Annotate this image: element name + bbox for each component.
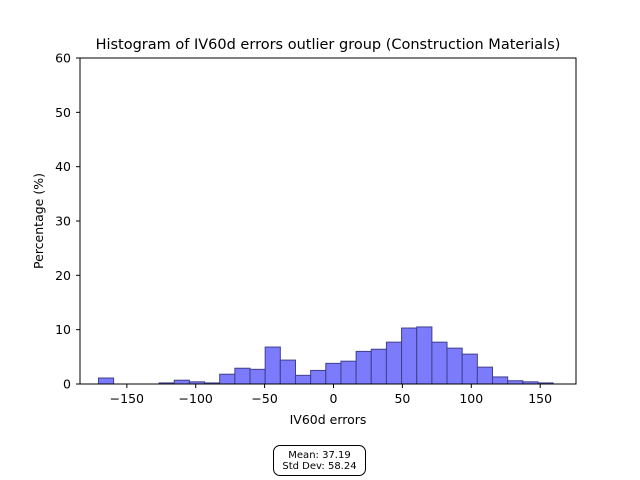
histogram-bar xyxy=(492,376,509,385)
histogram-bar xyxy=(431,341,448,385)
plot-area-frame xyxy=(79,57,577,385)
y-axis-label: Percentage (%) xyxy=(31,173,46,269)
mean-stat: Mean: 37.19 xyxy=(288,449,351,461)
histogram-bar xyxy=(310,369,327,385)
y-tick-label: 30 xyxy=(55,214,71,229)
histogram-bar xyxy=(325,362,342,385)
stats-box: Mean: 37.19 Std Dev: 58.24 xyxy=(273,445,366,476)
y-tick-label: 40 xyxy=(55,159,71,174)
histogram-bar xyxy=(249,368,266,385)
chart-title: Histogram of IV60d errors outlier group … xyxy=(96,37,561,53)
x-tick-label: −50 xyxy=(251,391,277,406)
histogram-bar xyxy=(219,373,236,385)
histogram-bar xyxy=(476,366,494,385)
y-tick-label: 0 xyxy=(63,377,71,392)
x-axis-ticks: −150 −100 −50 0 50 100 150 xyxy=(110,384,552,406)
histogram-bar xyxy=(416,326,433,385)
histogram-bars xyxy=(97,326,554,385)
histogram-bar xyxy=(446,347,463,385)
y-axis-ticks: 0 10 20 30 40 50 60 xyxy=(55,51,80,392)
histogram-bar xyxy=(234,367,251,385)
histogram-bar xyxy=(401,327,418,385)
x-tick-label: 50 xyxy=(394,391,410,406)
x-tick-label: 100 xyxy=(459,391,483,406)
histogram-bar xyxy=(355,350,372,385)
histogram-bar xyxy=(340,360,357,385)
histogram-bar xyxy=(385,341,403,385)
y-tick-label: 50 xyxy=(55,105,71,120)
x-axis-label: IV60d errors xyxy=(290,412,367,427)
histogram-bar xyxy=(173,379,190,385)
histogram-bar xyxy=(97,377,115,385)
histogram-bar xyxy=(461,353,478,385)
std-dev-stat: Std Dev: 58.24 xyxy=(282,460,357,472)
y-tick-label: 20 xyxy=(55,268,71,283)
histogram-bar xyxy=(264,346,281,385)
histogram-bar xyxy=(294,374,312,385)
histogram-bar xyxy=(279,359,296,385)
x-tick-label: 150 xyxy=(528,391,552,406)
x-tick-label: −100 xyxy=(179,391,213,406)
y-tick-label: 10 xyxy=(55,322,71,337)
x-tick-label: −150 xyxy=(110,391,144,406)
y-tick-label: 60 xyxy=(55,51,71,66)
histogram-bar xyxy=(370,348,387,385)
x-tick-label: 0 xyxy=(330,391,338,406)
